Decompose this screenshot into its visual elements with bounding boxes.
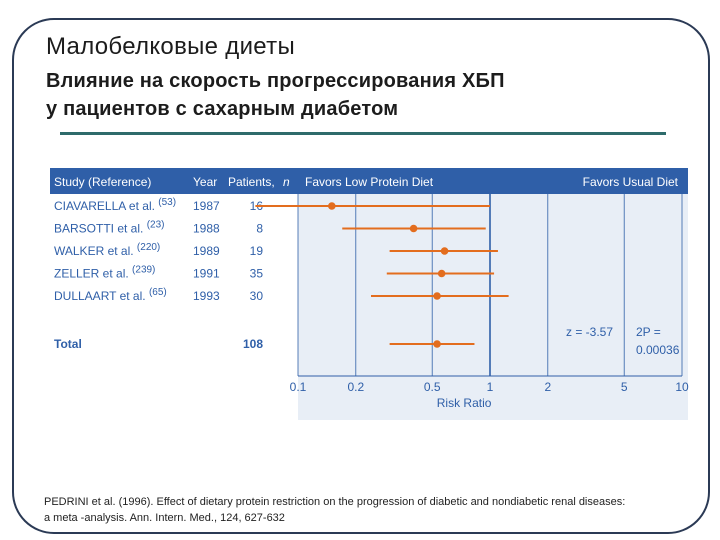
header-patients-n: n	[283, 175, 290, 189]
study-reference: (53)	[158, 197, 176, 208]
x-axis-title: Risk Ratio	[437, 396, 492, 410]
header-year: Year	[193, 175, 217, 189]
study-point	[328, 202, 336, 210]
header-favors-left: Favors Low Protein Diet	[305, 175, 434, 189]
study-year: 1991	[193, 267, 220, 281]
total-n: 108	[243, 337, 263, 351]
study-reference: (23)	[147, 220, 165, 231]
study-n: 30	[250, 289, 264, 303]
subtitle-line-1: Влияние на скорость прогрессирования ХБП	[46, 70, 505, 92]
header-patients: Patients,	[228, 175, 275, 189]
subtitle-line-2: у пациентов с сахарным диабетом	[46, 98, 399, 120]
x-tick-label: 0.1	[290, 380, 307, 394]
title-divider	[60, 132, 666, 135]
header-bar	[50, 168, 688, 194]
study-year: 1987	[193, 199, 220, 213]
header-study: Study (Reference)	[54, 175, 151, 189]
study-point	[440, 247, 449, 255]
study-point	[433, 292, 441, 300]
study-point	[437, 269, 446, 278]
citation-line-2: a meta -analysis. Ann. Intern. Med., 124…	[44, 512, 285, 524]
x-tick-label: 10	[675, 380, 689, 394]
study-year: 1993	[193, 289, 220, 303]
study-reference: (220)	[137, 242, 160, 253]
x-tick-label: 1	[487, 380, 494, 394]
header-favors-right: Favors Usual Diet	[583, 175, 679, 189]
study-point	[409, 224, 418, 233]
study-name: BARSOTTI et al. (23)	[54, 220, 165, 236]
forest-plot: Study (Reference) Year Patients, n Favors Lo…	[50, 168, 689, 420]
study-n: 35	[250, 267, 264, 281]
slide-title: Малобелковые диеты	[46, 33, 295, 60]
x-tick-label: 5	[621, 380, 628, 394]
study-n: 19	[250, 244, 264, 258]
total-point	[433, 340, 441, 348]
p-value: 0.00036	[636, 343, 680, 357]
study-name: CIAVARELLA et al. (53)	[54, 197, 176, 213]
p-label: 2P =	[636, 325, 661, 339]
citation: PEDRINI et al. (1996). Effect of dietary…	[44, 494, 694, 526]
slide-subtitle: Влияние на скорость прогрессирования ХБП…	[46, 67, 505, 123]
total-label: Total	[54, 337, 82, 351]
study-year: 1988	[193, 222, 220, 236]
z-statistic: z = -3.57	[566, 325, 613, 339]
citation-line-1: PEDRINI et al. (1996). Effect of dietary…	[44, 496, 626, 508]
study-n: 8	[256, 222, 263, 236]
study-name: WALKER et al. (220)	[54, 242, 160, 258]
study-year: 1989	[193, 244, 220, 258]
x-tick-label: 0.2	[347, 380, 364, 394]
plot-background	[298, 194, 688, 420]
study-name: DULLAART et al. (65)	[54, 287, 167, 303]
x-tick-label: 0.5	[424, 380, 441, 394]
study-reference: (65)	[149, 287, 167, 298]
study-name: ZELLER et al. (239)	[54, 265, 155, 281]
study-reference: (239)	[132, 265, 155, 276]
x-tick-label: 2	[544, 380, 551, 394]
